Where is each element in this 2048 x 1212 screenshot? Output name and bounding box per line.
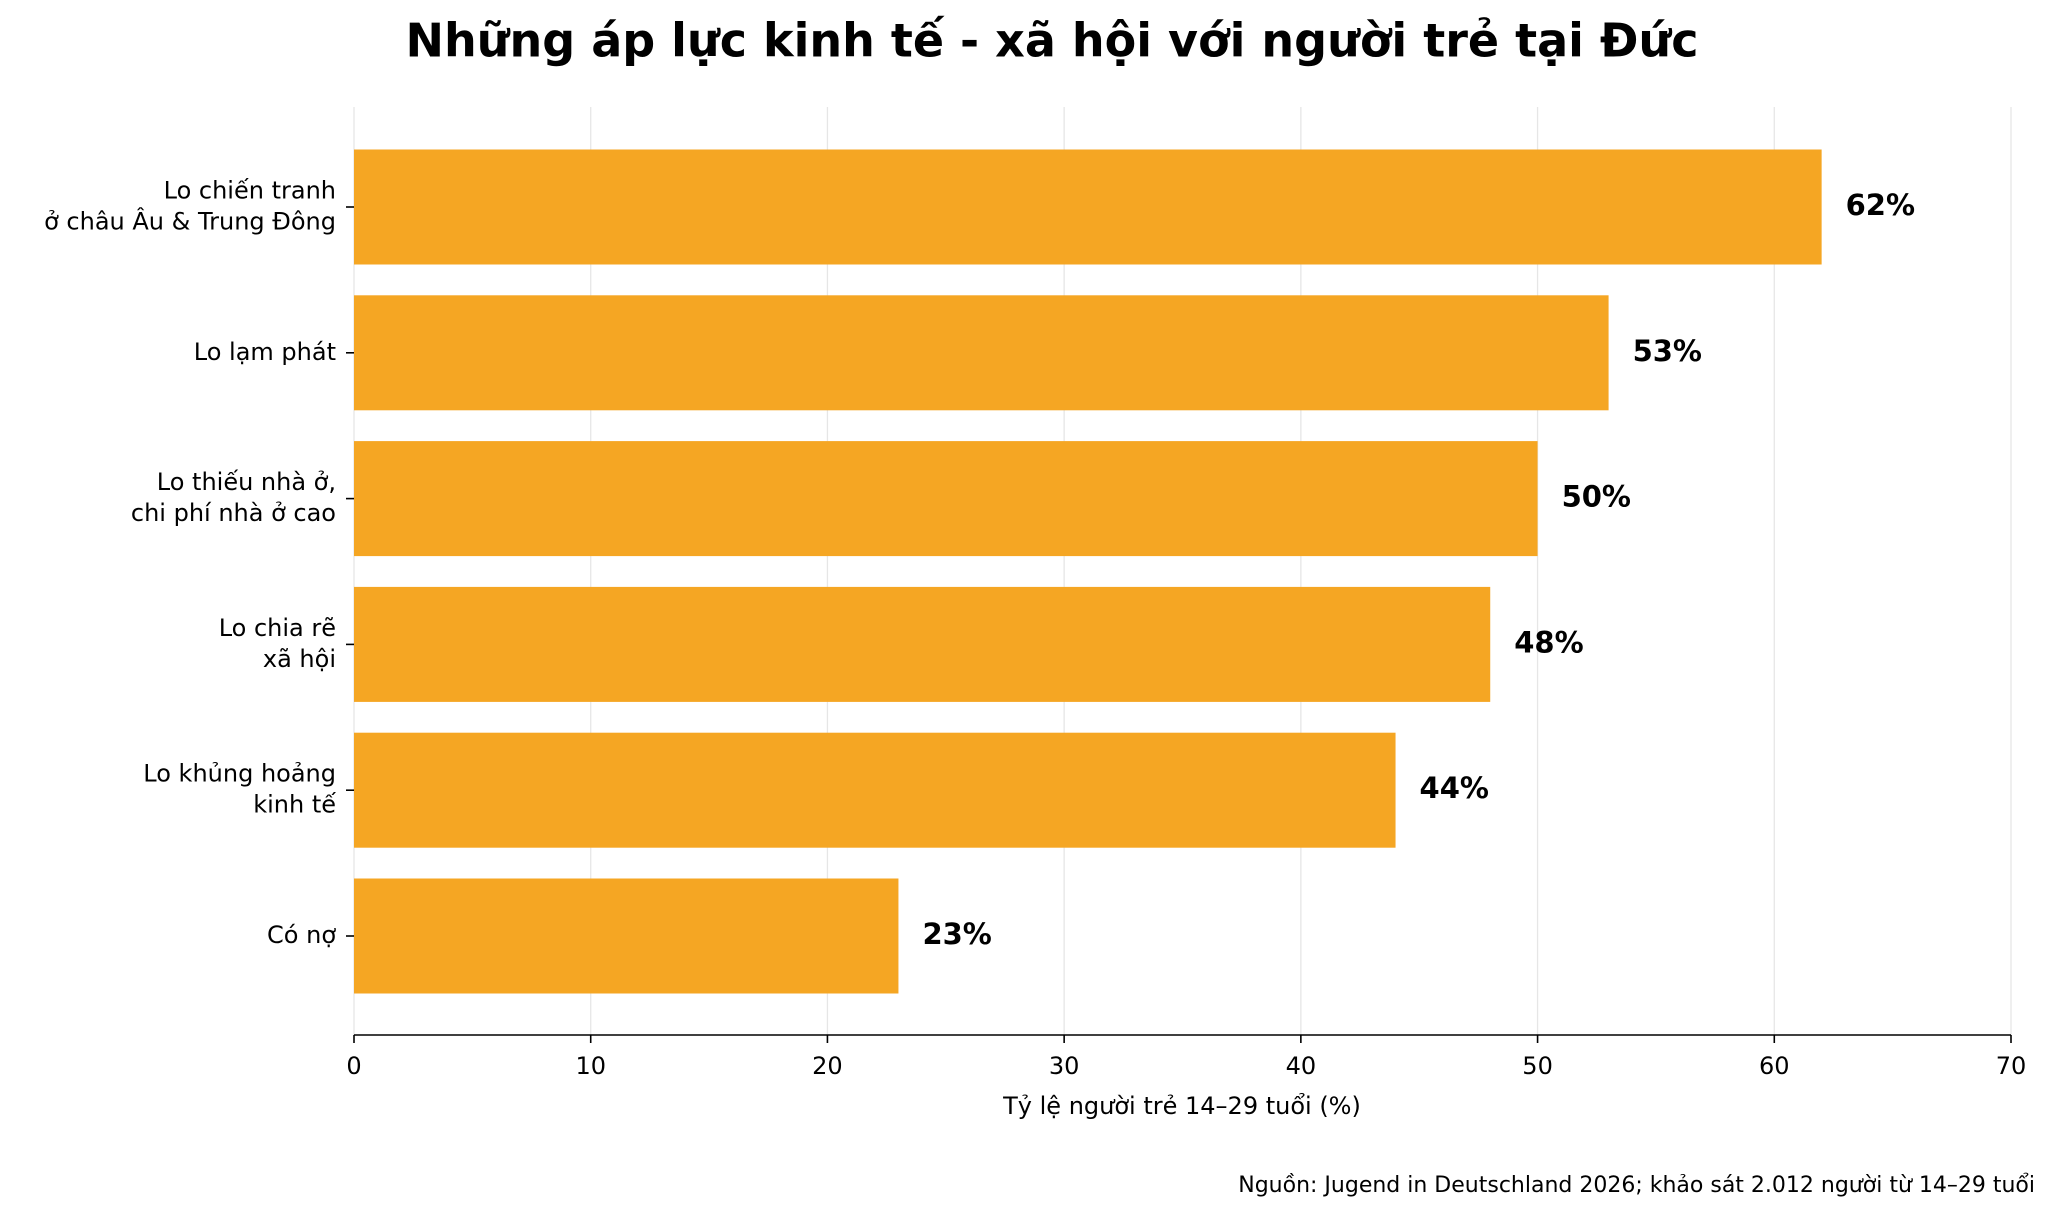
y-tick-label: Lo thiếu nhà ở, chi phí nhà ở cao (131, 468, 336, 527)
value-label: 44% (1420, 771, 1489, 805)
bar (354, 878, 899, 994)
value-label: 62% (1846, 188, 1915, 222)
x-tick-label: 30 (1049, 1052, 1080, 1080)
x-tick-label: 40 (1286, 1052, 1317, 1080)
chart-title: Những áp lực kinh tế - xã hội với người … (406, 14, 1699, 68)
x-tick-label: 0 (346, 1052, 361, 1080)
value-label: 50% (1562, 480, 1631, 514)
x-tick-label: 70 (1996, 1052, 2027, 1080)
y-tick-label: Lo chia rẽ xã hội (219, 614, 336, 673)
x-tick-label: 10 (575, 1052, 606, 1080)
bar (354, 441, 1538, 557)
bar (354, 586, 1491, 702)
y-tick-label: Lo chiến tranh ở châu Âu & Trung Đông (44, 177, 336, 236)
y-tick-label: Có nợ (267, 921, 336, 949)
bar (354, 732, 1396, 848)
y-tick-label: Lo khủng hoảng kinh tế (143, 760, 336, 819)
x-tick-label: 20 (812, 1052, 843, 1080)
value-label: 48% (1514, 625, 1583, 659)
x-tick-label: 60 (1759, 1052, 1790, 1080)
value-label: 23% (922, 917, 991, 951)
y-tick-label: Lo lạm phát (194, 338, 336, 366)
bar (354, 149, 1822, 265)
value-label: 53% (1633, 334, 1702, 368)
bar (354, 295, 1609, 411)
x-axis-label: Tỷ lệ người trẻ 14–29 tuổi (%) (1002, 1092, 1361, 1120)
source-note: Nguồn: Jugend in Deutschland 2026; khảo … (1238, 1173, 2035, 1198)
x-tick-label: 50 (1522, 1052, 1553, 1080)
